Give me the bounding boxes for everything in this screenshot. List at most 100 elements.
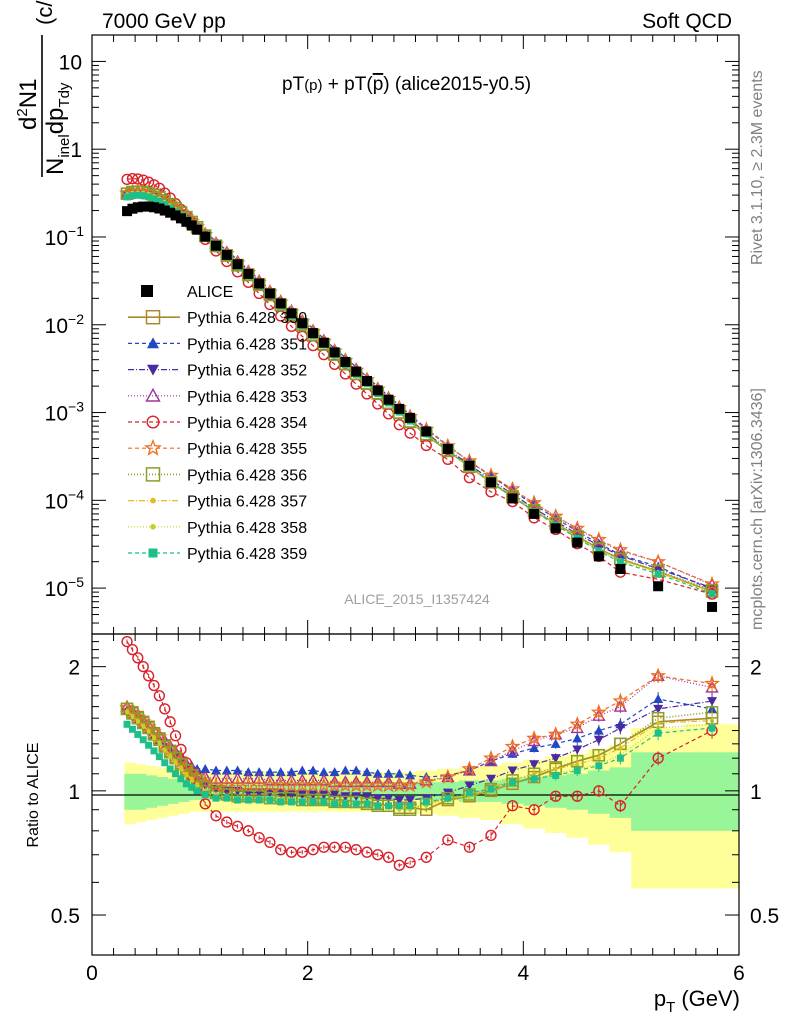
ratio-point bbox=[547, 726, 564, 742]
series-line bbox=[126, 191, 713, 594]
ratio-point bbox=[383, 768, 394, 778]
series-point bbox=[126, 172, 139, 185]
mcplots-label: mcplots.cern.ch [arXiv:1306.3436] bbox=[749, 388, 766, 630]
series-point bbox=[139, 192, 147, 200]
series-point bbox=[704, 575, 720, 591]
ratio-point bbox=[123, 720, 131, 728]
ratio-stat-band bbox=[631, 752, 686, 831]
ratio-point bbox=[232, 765, 243, 775]
ratio-point bbox=[142, 670, 155, 682]
ratio-point bbox=[275, 844, 287, 856]
ratio-point bbox=[614, 800, 627, 812]
ratio-stat-band bbox=[172, 778, 179, 804]
ratio-point bbox=[361, 767, 372, 777]
data-point bbox=[154, 203, 165, 214]
data-point bbox=[170, 210, 181, 221]
legend-marker bbox=[148, 548, 158, 558]
x-tick-label: 4 bbox=[517, 962, 529, 985]
ratio-point bbox=[275, 767, 286, 777]
legend-label: Pythia 6.428 357 bbox=[187, 494, 307, 511]
series-point bbox=[350, 378, 362, 390]
legend-item-ALICE: ALICE bbox=[141, 284, 233, 301]
x-tick-label: 0 bbox=[86, 962, 98, 985]
ratio-point bbox=[157, 741, 162, 746]
analysis-label: ALICE_2015_I1357424 bbox=[344, 591, 490, 607]
ratio-point bbox=[441, 770, 455, 783]
ratio-point bbox=[395, 802, 403, 810]
ratio-point bbox=[125, 710, 130, 715]
ratio-point bbox=[405, 796, 416, 806]
ratio-point bbox=[264, 836, 276, 849]
legend-marker bbox=[145, 467, 161, 482]
ratio-point bbox=[145, 741, 153, 749]
ratio-stat-band bbox=[404, 782, 416, 801]
ratio-point bbox=[231, 820, 244, 833]
ratio-point bbox=[223, 794, 231, 802]
legend-label: Pythia 6.428 351 bbox=[187, 336, 307, 353]
ratio-point bbox=[444, 794, 452, 802]
series-point bbox=[382, 408, 395, 420]
data-point bbox=[550, 523, 561, 534]
ratio-point bbox=[650, 667, 667, 683]
ratio-point bbox=[197, 773, 214, 789]
ratio-stat-band bbox=[167, 778, 174, 804]
ratio-y-tick-label-right: 2 bbox=[750, 657, 762, 680]
ratio-stat-band bbox=[151, 775, 158, 808]
data-point bbox=[308, 328, 319, 339]
legend-item-Pythia-6_428-352: Pythia 6.428 352 bbox=[128, 363, 307, 380]
ratio-point bbox=[242, 825, 255, 837]
ratio-point bbox=[418, 773, 435, 789]
data-point bbox=[653, 581, 664, 592]
ratio-point bbox=[382, 851, 395, 863]
ratio-y-tick-label-right: 1 bbox=[750, 781, 762, 804]
legend-label: Pythia 6.428 350 bbox=[187, 310, 307, 327]
ratio-point bbox=[402, 777, 419, 793]
process-label: Soft QCD bbox=[642, 10, 732, 33]
ratio-point bbox=[385, 802, 393, 810]
data-point bbox=[361, 375, 372, 386]
ratio-line bbox=[126, 710, 713, 809]
data-point bbox=[351, 366, 362, 377]
ratio-point bbox=[132, 652, 144, 664]
ratio-point bbox=[298, 798, 306, 806]
plot-title: pT(p) + pT(p) (alice2015-y0.5) bbox=[282, 74, 531, 95]
legend-item-Pythia-6_428-357: Pythia 6.428 357 bbox=[128, 494, 307, 511]
ratio-point bbox=[329, 790, 340, 800]
data-point bbox=[340, 356, 351, 367]
ratio-point bbox=[405, 770, 416, 780]
ratio-stat-band bbox=[135, 773, 141, 810]
title-plus: + pT( bbox=[323, 74, 374, 95]
ratio-point bbox=[285, 846, 298, 858]
series-point bbox=[653, 564, 664, 574]
ylabel-numerator: 1 bbox=[15, 78, 42, 91]
data-point bbox=[485, 477, 496, 488]
ratio-stat-band bbox=[156, 777, 163, 806]
data-point bbox=[297, 318, 308, 329]
ratio-point bbox=[221, 816, 233, 828]
ratio-point bbox=[593, 735, 604, 745]
data-point bbox=[421, 426, 432, 437]
ratio-point bbox=[168, 754, 173, 759]
legend-marker bbox=[145, 309, 161, 325]
ratio-point bbox=[164, 716, 176, 728]
series-point bbox=[484, 475, 498, 489]
legend-marker bbox=[147, 364, 159, 376]
ylabel-unit: (c/GeV) bbox=[32, 0, 57, 25]
ratio-stat-band bbox=[124, 773, 131, 810]
y-tick-label: 10−4 bbox=[45, 486, 85, 513]
ratio-point bbox=[243, 767, 254, 777]
ratio-point bbox=[394, 796, 405, 806]
ratio-point bbox=[188, 783, 196, 791]
ratio-point bbox=[141, 724, 146, 729]
ratio-point bbox=[128, 725, 136, 733]
ratio-point bbox=[318, 841, 330, 853]
ratio-point bbox=[297, 765, 308, 775]
legend-item-Pythia-6_428-350: Pythia 6.428 350 bbox=[128, 309, 307, 327]
data-point bbox=[383, 394, 394, 405]
data-point bbox=[186, 220, 197, 231]
series-point bbox=[372, 398, 384, 410]
ratio-point bbox=[595, 762, 603, 770]
series-point bbox=[463, 472, 476, 484]
ratio-point bbox=[244, 796, 252, 804]
ratio-point bbox=[529, 743, 540, 753]
